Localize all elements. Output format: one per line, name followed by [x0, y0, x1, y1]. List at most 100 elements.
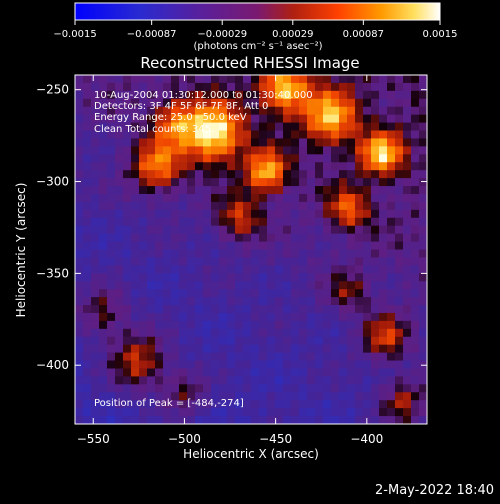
heatmap-cell — [419, 368, 427, 378]
heatmap-cell — [355, 400, 364, 409]
heatmap-cell — [387, 360, 396, 370]
heatmap-cell — [267, 400, 276, 409]
heatmap-cell — [339, 225, 348, 235]
heatmap-cell — [155, 408, 164, 417]
heatmap-cell — [123, 106, 132, 116]
heatmap-cell — [355, 82, 364, 92]
heatmap-cell — [371, 162, 380, 171]
heatmap-cell — [83, 400, 92, 409]
heatmap-cell — [283, 392, 292, 401]
heatmap-cell — [395, 201, 404, 211]
heatmap-cell — [275, 344, 284, 354]
heatmap-cell — [227, 114, 236, 124]
heatmap-cell — [131, 90, 140, 100]
heatmap-cell — [203, 241, 212, 251]
heatmap-cell — [403, 130, 412, 140]
heatmap-cell — [363, 178, 372, 187]
heatmap-cell — [219, 233, 228, 243]
heatmap-cell — [387, 193, 396, 203]
heatmap-cell — [363, 360, 372, 370]
heatmap-cell — [75, 209, 84, 219]
heatmap-cell — [275, 384, 284, 393]
heatmap-cell — [179, 400, 188, 409]
heatmap-cell — [219, 114, 228, 124]
heatmap-cell — [211, 289, 220, 298]
heatmap-cell — [115, 146, 124, 155]
heatmap-cell — [323, 320, 332, 330]
heatmap-cell — [107, 384, 116, 393]
heatmap-cell — [403, 257, 412, 266]
heatmap-cell — [363, 273, 372, 282]
heatmap-cell — [387, 289, 396, 298]
heatmap-cell — [315, 193, 324, 203]
heatmap-cell — [219, 201, 228, 211]
heatmap-cell — [203, 178, 212, 187]
heatmap-cell — [291, 241, 300, 251]
heatmap-cell — [299, 336, 308, 346]
heatmap-cell — [139, 328, 148, 338]
heatmap-cell — [211, 320, 220, 330]
heatmap-cell — [395, 130, 404, 140]
heatmap-cell — [299, 360, 308, 370]
heatmap-cell — [211, 193, 220, 203]
heatmap-cell — [219, 305, 228, 314]
heatmap-cell — [83, 312, 92, 322]
heatmap-cell — [371, 368, 380, 378]
heatmap-cell — [211, 265, 220, 274]
heatmap-cell — [331, 400, 340, 409]
heatmap-cell — [187, 170, 196, 179]
heatmap-cell — [219, 209, 228, 219]
heatmap-cell — [75, 384, 84, 393]
heatmap-cell — [283, 320, 292, 330]
heatmap-cell — [107, 360, 116, 370]
heatmap-cell — [259, 154, 268, 163]
heatmap-cell — [123, 98, 132, 108]
heatmap-cell — [259, 281, 268, 290]
heatmap-cell — [259, 146, 268, 155]
heatmap-cell — [163, 312, 172, 322]
heatmap-cell — [403, 408, 412, 417]
heatmap-cell — [123, 289, 132, 298]
heatmap-cell — [363, 400, 372, 409]
heatmap-cell — [347, 98, 356, 108]
heatmap-cell — [99, 257, 108, 266]
heatmap-cell — [83, 75, 92, 84]
heatmap-cell — [83, 146, 92, 155]
heatmap-cell — [403, 368, 412, 378]
heatmap-cell — [75, 257, 84, 266]
heatmap-cell — [331, 106, 340, 116]
heatmap-cell — [139, 281, 148, 290]
heatmap-cell — [195, 392, 204, 401]
heatmap-cell — [371, 170, 380, 179]
heatmap-cell — [115, 193, 124, 203]
heatmap-cell — [211, 122, 220, 132]
heatmap-cell — [355, 193, 364, 203]
heatmap-cell — [355, 209, 364, 219]
heatmap-cell — [411, 257, 420, 266]
heatmap-cell — [267, 178, 276, 187]
heatmap-cell — [123, 376, 132, 385]
heatmap-cell — [291, 312, 300, 322]
heatmap-cell — [403, 90, 412, 100]
heatmap-cell — [371, 114, 380, 124]
heatmap-cell — [363, 146, 372, 155]
heatmap-cell — [203, 328, 212, 338]
heatmap-cell — [203, 416, 212, 424]
heatmap-cell — [315, 75, 324, 84]
heatmap-cell — [323, 154, 332, 163]
heatmap-cell — [227, 344, 236, 354]
heatmap-cell — [211, 162, 220, 171]
heatmap-cell — [147, 368, 156, 378]
heatmap-cell — [347, 344, 356, 354]
heatmap-cell — [363, 162, 372, 171]
heatmap-cell — [203, 368, 212, 378]
heatmap-cell — [83, 384, 92, 393]
heatmap-cell — [227, 400, 236, 409]
heatmap-cell — [331, 408, 340, 417]
heatmap-cell — [275, 233, 284, 243]
heatmap-cell — [419, 384, 427, 393]
heatmap-cell — [155, 225, 164, 235]
heatmap-cell — [259, 233, 268, 243]
heatmap-cell — [147, 384, 156, 393]
